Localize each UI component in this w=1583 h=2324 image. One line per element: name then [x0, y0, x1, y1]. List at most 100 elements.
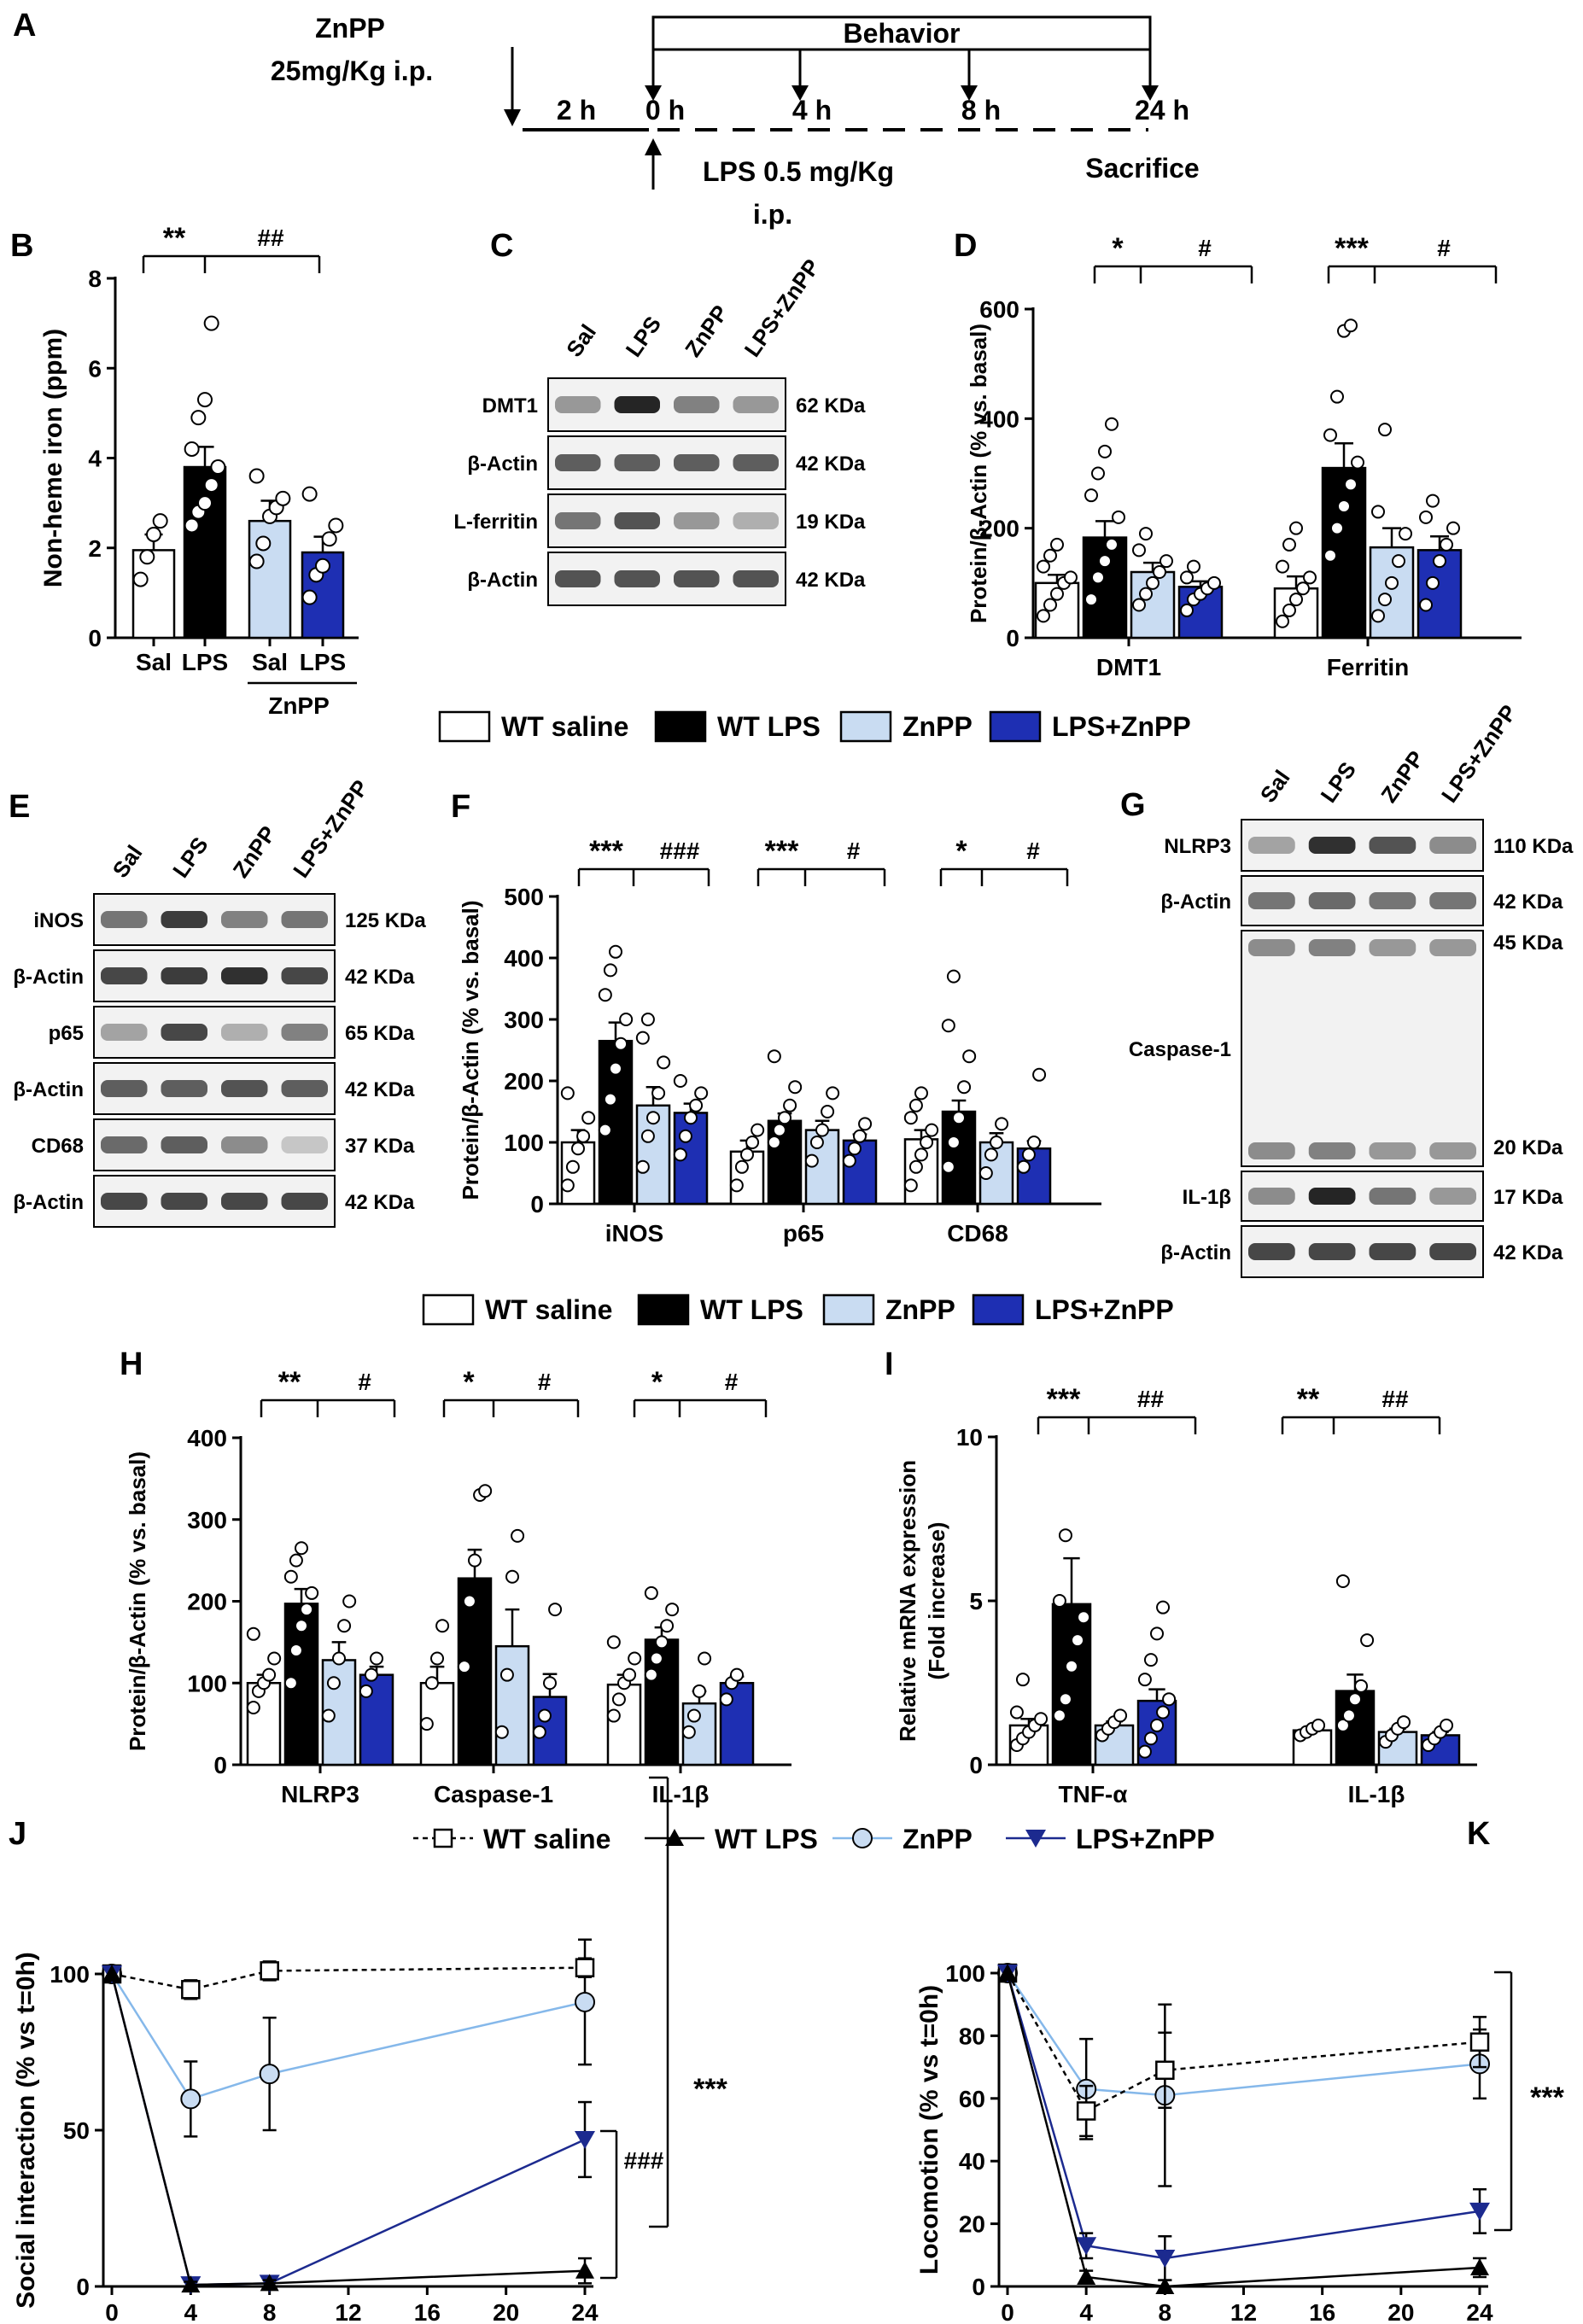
data-point — [1037, 559, 1050, 574]
data-point — [1469, 2202, 1490, 2221]
data-point — [1156, 1600, 1171, 1615]
legend-line-label: ZnPP — [902, 1824, 973, 1854]
data-point — [430, 1651, 444, 1666]
data-point — [1137, 1673, 1152, 1687]
data-point — [295, 1619, 308, 1633]
data-point — [181, 1980, 201, 2000]
data-point — [1050, 587, 1064, 601]
data-point — [1112, 510, 1125, 524]
data-point — [740, 1147, 754, 1162]
panel-letter-e: E — [9, 789, 30, 825]
data-point — [1282, 603, 1296, 617]
data-point — [920, 1136, 934, 1149]
data-point — [1052, 1708, 1066, 1723]
protein-band — [1308, 1188, 1356, 1205]
data-point — [248, 468, 265, 484]
data-point — [644, 1585, 658, 1600]
data-point — [734, 1159, 749, 1174]
protein-band — [281, 1136, 328, 1153]
data-point — [1397, 1715, 1411, 1730]
bar-znpp — [1369, 546, 1415, 639]
timepoint-label: 24 h — [1135, 95, 1189, 126]
kda-label: 19 KDa — [796, 511, 866, 534]
data-point — [1419, 510, 1433, 524]
legend-mid-label: LPS+ZnPP — [1035, 1294, 1174, 1325]
significance-marker: # — [538, 1369, 552, 1395]
timepoint-label: 0 h — [645, 95, 685, 126]
data-point — [826, 1086, 840, 1101]
data-point — [424, 1676, 439, 1690]
y-tick-label: 5 — [969, 1588, 983, 1615]
data-point — [543, 1676, 557, 1690]
x-category-label: LPS — [182, 649, 228, 675]
protein-band — [161, 1024, 207, 1041]
data-point — [1289, 521, 1303, 535]
data-point — [575, 2130, 595, 2149]
data-point — [505, 1569, 519, 1584]
protein-band — [1369, 1188, 1417, 1205]
kda-label: 45 KDa — [1493, 931, 1563, 955]
panel-letter-b: B — [10, 228, 33, 264]
data-point — [804, 1153, 819, 1168]
legend-top-swatch — [654, 710, 707, 743]
data-point — [783, 1098, 797, 1112]
kda-label: 42 KDa — [1493, 1241, 1563, 1264]
protein-band — [1308, 1142, 1356, 1159]
y-tick-label: 200 — [504, 1068, 544, 1095]
data-point — [1034, 1712, 1049, 1726]
data-point — [560, 1178, 575, 1193]
legend-mid-label: ZnPP — [885, 1294, 955, 1325]
panel-letter-d: D — [954, 228, 977, 264]
kda-label: 42 KDa — [1493, 890, 1563, 914]
data-point — [581, 1111, 596, 1125]
kda-label: 42 KDa — [345, 1191, 415, 1214]
data-point — [946, 1136, 961, 1149]
protein-band — [101, 1024, 148, 1041]
data-point — [1153, 565, 1166, 579]
data-point — [1469, 2032, 1490, 2052]
series-line-wt-lps — [1006, 1972, 1481, 2288]
data-point — [914, 1147, 928, 1162]
data-point — [655, 1635, 669, 1650]
data-point — [1207, 575, 1221, 590]
x-tick-label: 8 — [1159, 2299, 1172, 2324]
blot-row-label: β-Actin — [13, 1078, 84, 1101]
lps-arrowhead — [645, 138, 662, 155]
lane-label: ZnPP — [680, 301, 733, 362]
x-group-label: IL-1β — [1348, 1781, 1405, 1807]
data-point — [364, 1667, 378, 1682]
protein-band — [161, 967, 207, 984]
lps-route-label: i.p. — [753, 199, 792, 230]
y-tick-label: 400 — [504, 945, 544, 972]
significance-marker: # — [1026, 838, 1040, 864]
protein-band — [221, 1193, 268, 1210]
timepoint-label: 8 h — [961, 95, 1001, 126]
x-group-label: IL-1β — [652, 1781, 710, 1807]
y-tick-label: 100 — [504, 1130, 544, 1156]
kda-label: 42 KDa — [796, 453, 866, 476]
protein-band — [555, 512, 601, 529]
protein-band — [674, 512, 720, 529]
data-point — [1084, 593, 1098, 607]
significance-marker: *** — [1047, 1383, 1081, 1416]
data-point — [494, 1725, 509, 1739]
y-tick-label: 100 — [945, 1960, 985, 1987]
data-point — [640, 1013, 655, 1026]
data-point — [1150, 1626, 1164, 1641]
data-point — [1341, 1708, 1356, 1723]
data-point — [635, 1159, 650, 1174]
behavior-arrowhead — [1142, 85, 1159, 101]
legend-mid-label: WT saline — [485, 1294, 612, 1325]
x-tick-label: 8 — [263, 2299, 277, 2324]
behavior-arrowhead — [645, 85, 662, 101]
data-point — [614, 1036, 628, 1051]
data-point — [978, 1166, 993, 1180]
data-point — [511, 1528, 525, 1543]
y-axis-label: Locomotion (% vs t=0h) — [915, 1985, 943, 2274]
data-point — [635, 1031, 650, 1045]
y-tick-label: 40 — [959, 2148, 985, 2175]
y-axis-label: Protein/β-Actin (% vs. basal) — [125, 1451, 150, 1751]
data-point — [1113, 1708, 1128, 1723]
data-point — [1360, 1633, 1375, 1648]
data-point — [914, 1086, 928, 1101]
